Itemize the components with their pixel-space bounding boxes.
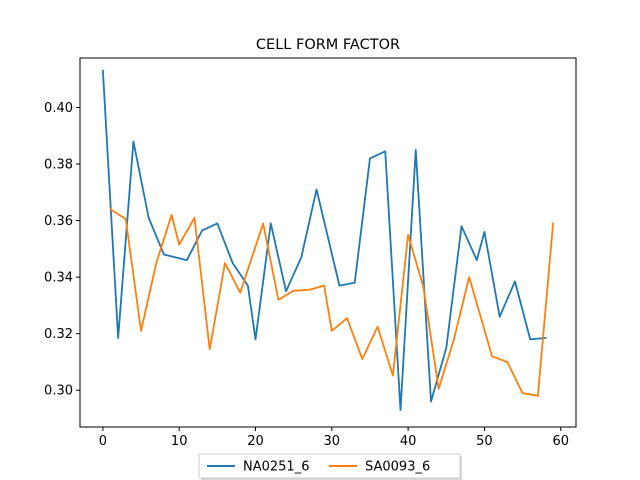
- chart-title: CELL FORM FACTOR: [256, 37, 400, 53]
- x-tick-label: 40: [400, 434, 417, 449]
- y-tick-label: 0.40: [44, 101, 73, 116]
- y-tick-label: 0.36: [44, 214, 73, 229]
- x-tick-label: 20: [247, 434, 264, 449]
- legend: NA0251_6 SA0093_6: [198, 453, 462, 480]
- legend-label: SA0093_6: [365, 460, 430, 475]
- y-tick-label: 0.30: [44, 384, 73, 399]
- plot-area: 0 10 20 30 40 50 60 0.30 0.32 0.34 0.36 0.38 0.40: [44, 57, 577, 449]
- x-tick-label: 60: [552, 434, 569, 449]
- y-tick-label: 0.32: [44, 327, 73, 342]
- axes-frame: [79, 57, 577, 428]
- y-tick-label: 0.34: [44, 271, 73, 286]
- series-line-SA0093_6: [109, 208, 555, 397]
- x-tick-label: 30: [324, 434, 341, 449]
- y-tick-label: 0.38: [44, 158, 73, 173]
- x-tick-label: 50: [476, 434, 493, 449]
- x-tick-label: 10: [171, 434, 188, 449]
- x-tick-label: 0: [99, 434, 107, 449]
- series-line-NA0251_6: [101, 69, 547, 411]
- legend-label: NA0251_6: [243, 460, 309, 475]
